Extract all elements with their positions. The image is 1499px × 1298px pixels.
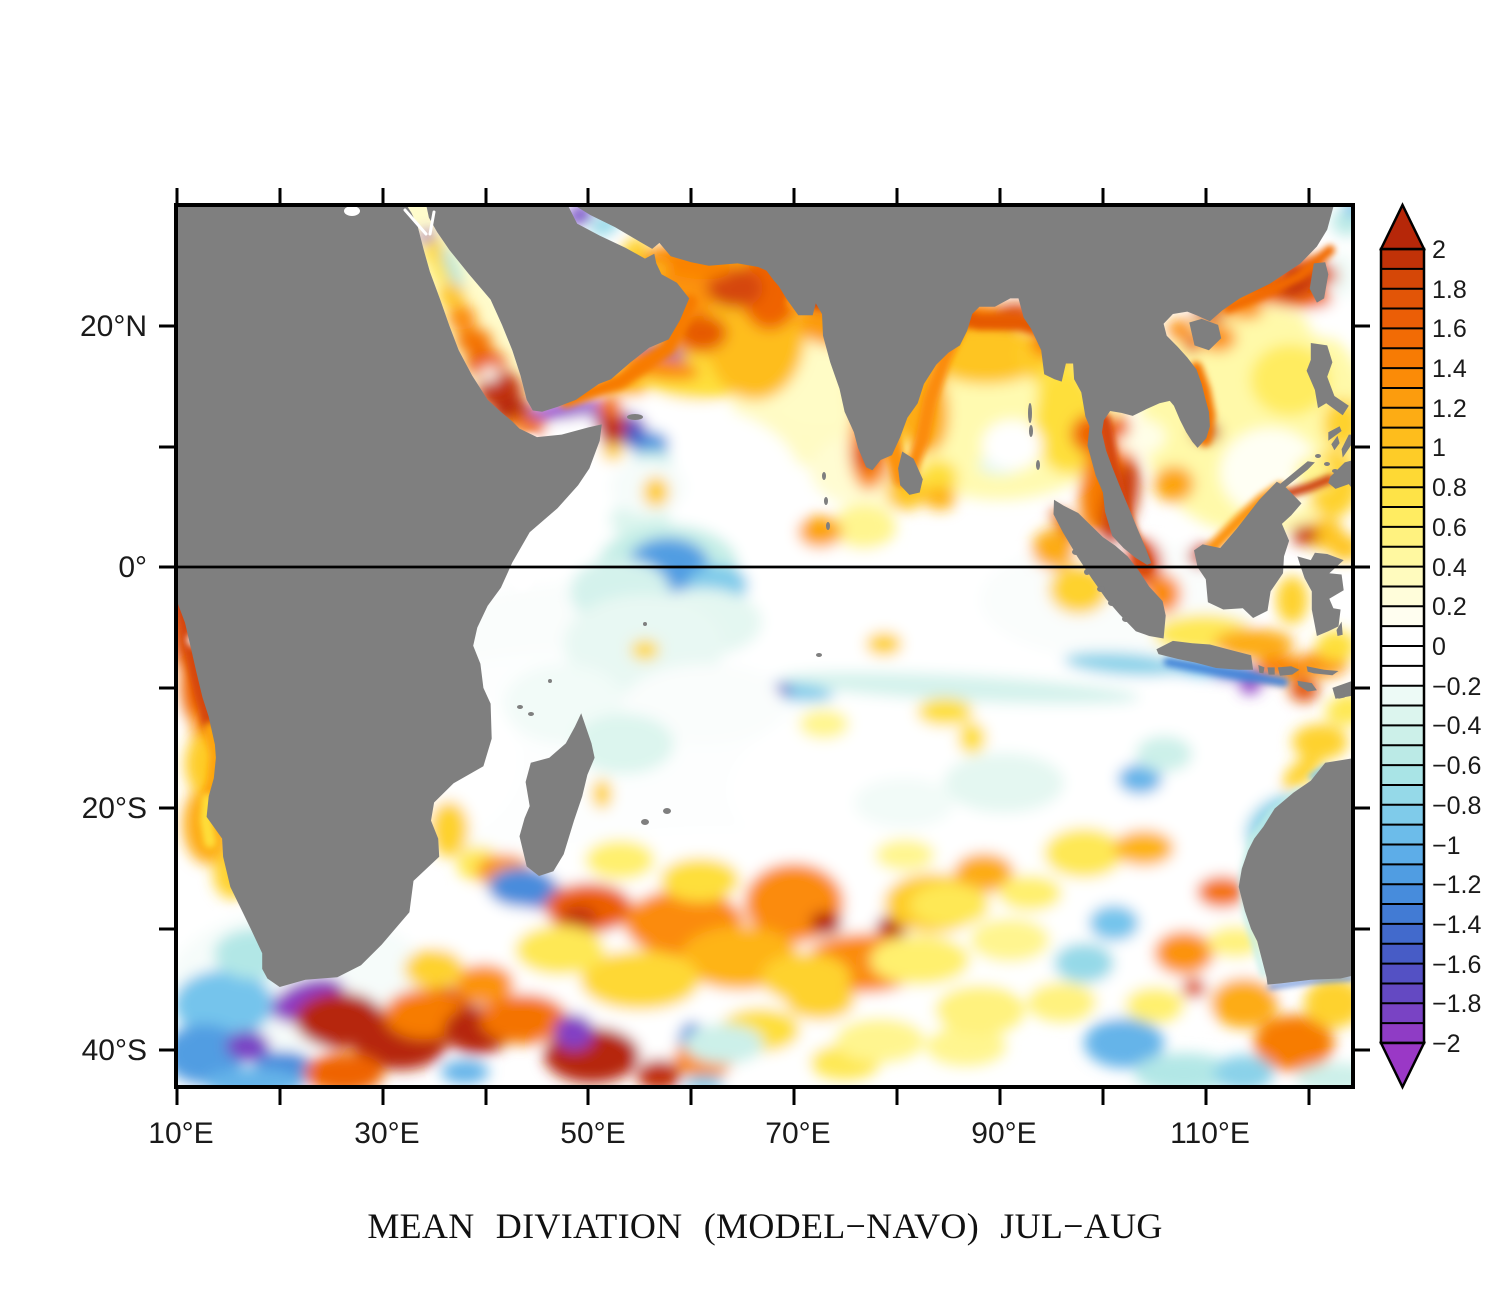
svg-text:−0.6: −0.6 (1432, 752, 1481, 780)
svg-text:−1.8: −1.8 (1432, 990, 1481, 1018)
svg-text:50°E: 50°E (560, 1117, 625, 1150)
svg-text:1: 1 (1432, 434, 1446, 462)
svg-text:40°S: 40°S (82, 1034, 147, 1067)
svg-text:0.8: 0.8 (1432, 474, 1467, 502)
svg-text:−0.2: −0.2 (1432, 673, 1481, 701)
svg-text:−2: −2 (1432, 1030, 1461, 1058)
svg-text:20°S: 20°S (82, 792, 147, 825)
svg-text:0.2: 0.2 (1432, 593, 1467, 621)
svg-text:30°E: 30°E (354, 1117, 419, 1150)
svg-text:20°N: 20°N (80, 310, 147, 343)
svg-text:90°E: 90°E (971, 1117, 1036, 1150)
svg-text:1.2: 1.2 (1432, 395, 1467, 423)
svg-text:70°E: 70°E (765, 1117, 830, 1150)
svg-text:−0.4: −0.4 (1432, 712, 1481, 740)
svg-text:1.6: 1.6 (1432, 315, 1467, 343)
svg-text:−1.4: −1.4 (1432, 911, 1481, 939)
svg-text:−0.8: −0.8 (1432, 792, 1481, 820)
svg-text:1.8: 1.8 (1432, 276, 1467, 304)
svg-text:0.6: 0.6 (1432, 514, 1467, 542)
svg-text:0: 0 (1432, 633, 1446, 661)
svg-text:2: 2 (1432, 236, 1446, 264)
svg-text:−1: −1 (1432, 832, 1461, 860)
svg-text:MEAN DIVIATION (MODEL−NAVO) JU: MEAN DIVIATION (MODEL−NAVO) JUL−AUG (367, 1206, 1162, 1246)
svg-text:−1.6: −1.6 (1432, 951, 1481, 979)
svg-text:0.4: 0.4 (1432, 554, 1467, 582)
svg-text:10°E: 10°E (148, 1117, 213, 1150)
svg-text:1.4: 1.4 (1432, 355, 1467, 383)
svg-text:110°E: 110°E (1170, 1117, 1250, 1150)
svg-text:0°: 0° (118, 551, 147, 584)
svg-text:−1.2: −1.2 (1432, 871, 1481, 899)
